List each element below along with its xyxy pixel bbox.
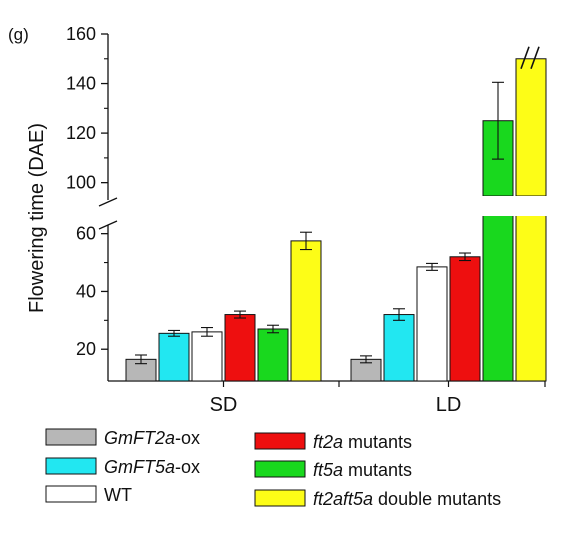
bar-WT-LD bbox=[416, 266, 448, 382]
bars-layer bbox=[125, 46, 548, 382]
axis-break-mark bbox=[98, 197, 118, 207]
x-category-label: LD bbox=[436, 394, 462, 416]
legend-entry-label: ft5a mutants bbox=[313, 460, 412, 480]
legend-swatch bbox=[45, 428, 97, 446]
legend-swatch bbox=[254, 432, 306, 450]
legend-swatch bbox=[45, 485, 97, 503]
bar-break-mark bbox=[530, 46, 540, 70]
bar-ft5a-mutants-LD bbox=[482, 194, 514, 382]
y-axis-title: Flowering time (DAE) bbox=[26, 123, 48, 313]
y-tick-label: 160 bbox=[66, 24, 96, 44]
bar-GmFT5a-ox-SD bbox=[158, 332, 190, 382]
bar-ft5a-mutants-SD bbox=[257, 328, 289, 382]
bar-break-mark bbox=[520, 46, 530, 70]
y-tick-label: 100 bbox=[66, 173, 96, 193]
axis-break-mark bbox=[98, 220, 118, 230]
y-tick-label: 120 bbox=[66, 123, 96, 143]
x-category-label: SD bbox=[210, 394, 238, 416]
bar-WT-SD bbox=[191, 331, 223, 382]
bar-ft2a-mutants-LD bbox=[449, 256, 481, 382]
legend-entry-label: GmFT2a-ox bbox=[104, 428, 200, 448]
legend: GmFT2a-ox GmFT5a-ox WT ft2a mutants ft5a mut… bbox=[45, 428, 501, 509]
bar-ft2aft5a-double-mutants-SD bbox=[290, 240, 322, 382]
y-tick-label: 140 bbox=[66, 74, 96, 94]
bar-GmFT5a-ox-LD bbox=[383, 314, 415, 382]
bar-ft2aft5a-double-mutants-LD bbox=[515, 194, 547, 382]
legend-entry-label: WT bbox=[104, 485, 132, 505]
legend-entry-label: GmFT5a-ox bbox=[104, 457, 200, 477]
bar-segment-upper bbox=[515, 58, 547, 197]
y-tick-label: 60 bbox=[76, 224, 96, 244]
bar-ft2a-mutants-SD bbox=[224, 314, 256, 382]
panel-label: (g) bbox=[8, 25, 29, 44]
y-tick-label: 20 bbox=[76, 339, 96, 359]
bar-break-gap bbox=[481, 196, 515, 216]
legend-swatch bbox=[254, 460, 306, 478]
legend-swatch bbox=[254, 489, 306, 507]
y-tick-label: 40 bbox=[76, 281, 96, 301]
legend-entry-label: ft2a mutants bbox=[313, 432, 412, 452]
bar-break-gap bbox=[514, 196, 548, 216]
legend-entry-label: ft2aft5a double mutants bbox=[313, 489, 501, 509]
legend-swatch bbox=[45, 457, 97, 475]
